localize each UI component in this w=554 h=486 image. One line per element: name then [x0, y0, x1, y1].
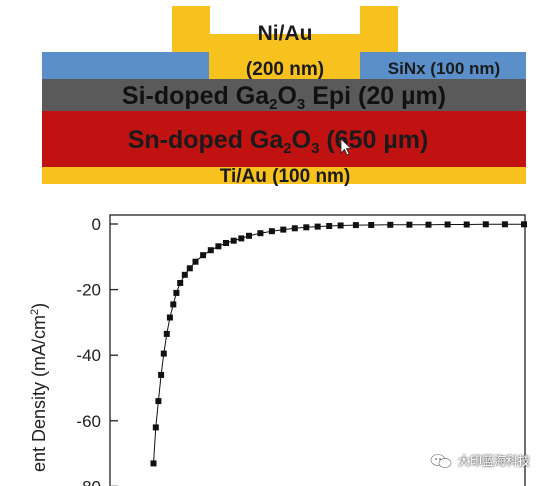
y-tick-label: -80 [76, 477, 101, 486]
sinx-layer-left [42, 52, 209, 79]
top-contact-thickness: (200 nm) [246, 59, 324, 80]
data-point [158, 371, 165, 378]
data-point [150, 460, 157, 467]
y-tick-label: -40 [76, 346, 101, 365]
data-point [521, 221, 527, 228]
data-point [238, 235, 245, 242]
data-point [215, 243, 222, 250]
iv-chart: 0 -20 -40 -60 -80 ent Density (mA/cm2) [29, 214, 527, 486]
data-point [230, 237, 237, 244]
data-point [337, 222, 344, 229]
plot-frame [109, 214, 526, 486]
top-contact-left-arm [172, 6, 210, 34]
y-axis-label: ent Density (mA/cm2) [29, 303, 49, 472]
data-point [352, 222, 359, 229]
data-point [166, 314, 173, 321]
top-contact-right-arm [360, 6, 398, 34]
data-point [268, 228, 275, 235]
y-axis-ticks: 0 -20 -40 -60 -80 [76, 215, 118, 486]
data-point [314, 223, 321, 230]
data-point [200, 252, 207, 259]
data-point [406, 221, 413, 228]
data-markers [150, 221, 527, 467]
data-point [482, 221, 489, 228]
data-point [303, 224, 310, 231]
data-point [163, 330, 170, 337]
device-cross-section: Ni/Au (200 nm) SiNx (100 nm) Si-doped Ga… [42, 6, 526, 187]
top-contact-label: Ni/Au [258, 22, 313, 45]
data-point [463, 221, 470, 228]
data-point [223, 240, 229, 246]
data-point [425, 221, 432, 228]
data-point [160, 350, 167, 357]
data-point [246, 232, 252, 239]
substrate-layer [42, 111, 526, 167]
mouse-cursor-icon [340, 138, 353, 156]
data-point [501, 221, 508, 228]
sinx-label: SiNx (100 nm) [388, 59, 500, 78]
epi-label: Si-doped Ga2O3 Epi (20 µm) [122, 82, 446, 113]
data-point [326, 223, 333, 229]
bottom-contact-label: Ti/Au (100 nm) [220, 166, 351, 187]
sinx-layer-right [360, 52, 526, 79]
data-point [152, 424, 159, 431]
data-point [368, 222, 375, 228]
data-point [291, 225, 298, 232]
data-point [181, 271, 188, 278]
data-point [444, 221, 451, 228]
y-tick-label: 0 [92, 215, 101, 234]
data-point [173, 289, 180, 296]
y-tick-label: -20 [76, 281, 101, 300]
data-point [257, 230, 264, 237]
data-point [177, 280, 184, 286]
series-line [153, 223, 524, 464]
epi-layer [42, 79, 526, 111]
bottom-contact-layer [42, 167, 526, 184]
wechat-icon [430, 453, 452, 468]
data-point [207, 247, 214, 254]
substrate-label: Sn-doped Ga2O3 (650 µm) [128, 126, 429, 157]
data-point [280, 226, 287, 233]
watermark-text: 大印蓝海科技 [458, 454, 531, 468]
y-tick-label: -60 [76, 412, 101, 431]
data-point [192, 258, 199, 265]
data-point [170, 301, 177, 308]
data-point [155, 398, 162, 405]
data-point [186, 265, 193, 272]
watermark: 大印蓝海科技 [430, 452, 530, 469]
data-point [387, 221, 394, 228]
